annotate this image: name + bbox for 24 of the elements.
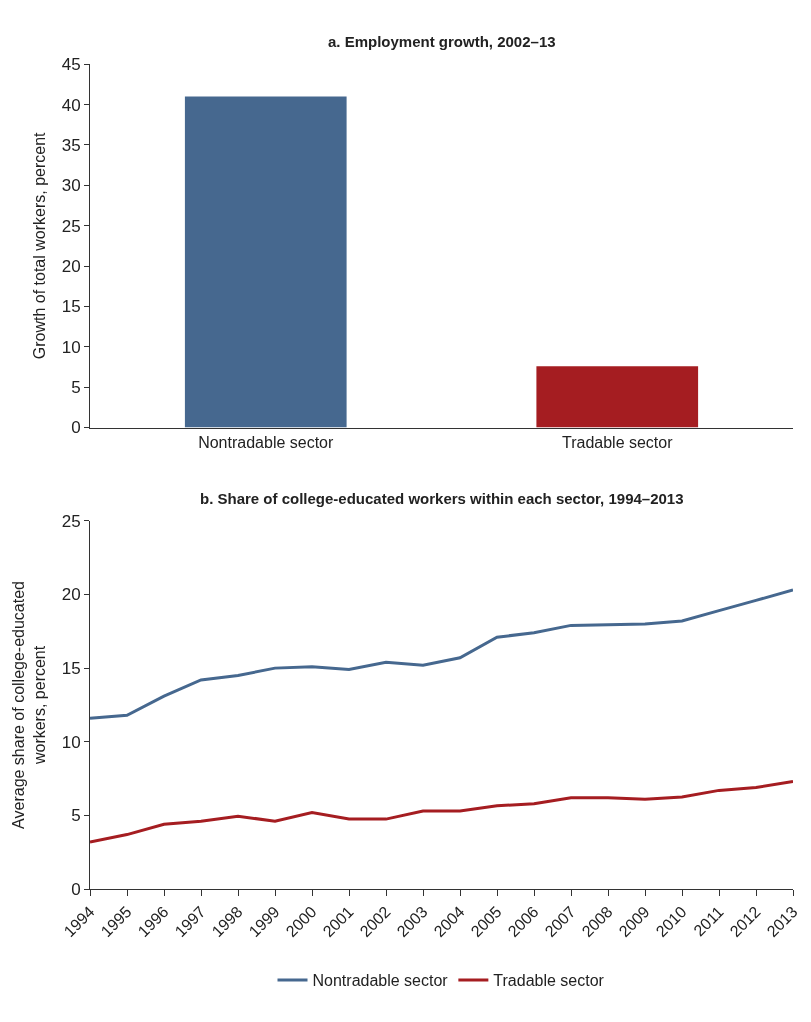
y-tick-label: 0: [71, 418, 81, 438]
chart-title: b. Share of college-educated workers within each sector, 1994–2013: [200, 490, 684, 507]
y-tick-label: 30: [61, 176, 81, 196]
y-tick-label: 40: [61, 95, 81, 115]
y-tick-label: 20: [61, 585, 81, 605]
y-tick-label: 45: [61, 55, 81, 75]
y-tick-label: 10: [61, 732, 81, 752]
y-tick-label: 0: [71, 880, 81, 900]
y-tick-label: 15: [61, 297, 81, 317]
y-axis-title: Average share of college-educated workers, percent: [9, 581, 48, 829]
y-axis-title: Growth of total workers, percent: [30, 131, 48, 360]
line-series: [90, 588, 793, 720]
legend-label: Nontradable sector: [312, 972, 449, 990]
y-tick-label: 15: [61, 659, 81, 679]
y-tick-label: 10: [61, 337, 81, 357]
y-tick-label: 25: [61, 216, 81, 236]
chart-title: a. Employment growth, 2002–13: [328, 33, 556, 50]
y-tick-label: 20: [61, 257, 81, 276]
line-series: [90, 780, 793, 844]
y-tick-label: 5: [71, 806, 81, 826]
y-tick-label: 5: [71, 378, 81, 398]
y-tick-label: 35: [61, 135, 81, 155]
legend-label: Tradable sector: [493, 972, 605, 990]
y-tick-label: 25: [61, 511, 81, 531]
